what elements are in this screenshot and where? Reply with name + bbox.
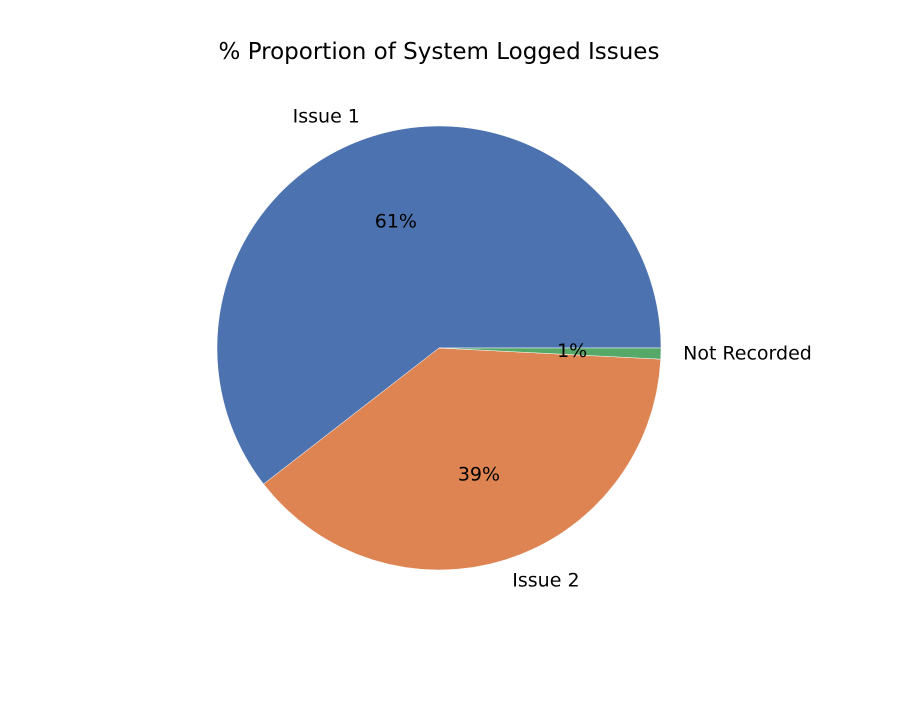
chart-title: % Proportion of System Logged Issues	[219, 39, 660, 65]
pie-labels: Issue 1 61% Issue 2 39% Not Recorded 1%	[293, 105, 812, 591]
pie-slices	[216, 125, 662, 571]
slice-label-issue-1: Issue 1	[293, 105, 360, 127]
pct-label-not-recorded: 1%	[557, 340, 587, 362]
slice-label-issue-2: Issue 2	[512, 569, 579, 591]
pct-label-issue-2: 39%	[458, 464, 500, 486]
pct-label-issue-1: 61%	[375, 210, 417, 232]
pie-slice-issue-1	[216, 125, 662, 485]
pie-slice-issue-2	[263, 347, 661, 571]
slice-label-not-recorded: Not Recorded	[683, 343, 812, 365]
pie-slice-not-recorded	[438, 347, 662, 360]
